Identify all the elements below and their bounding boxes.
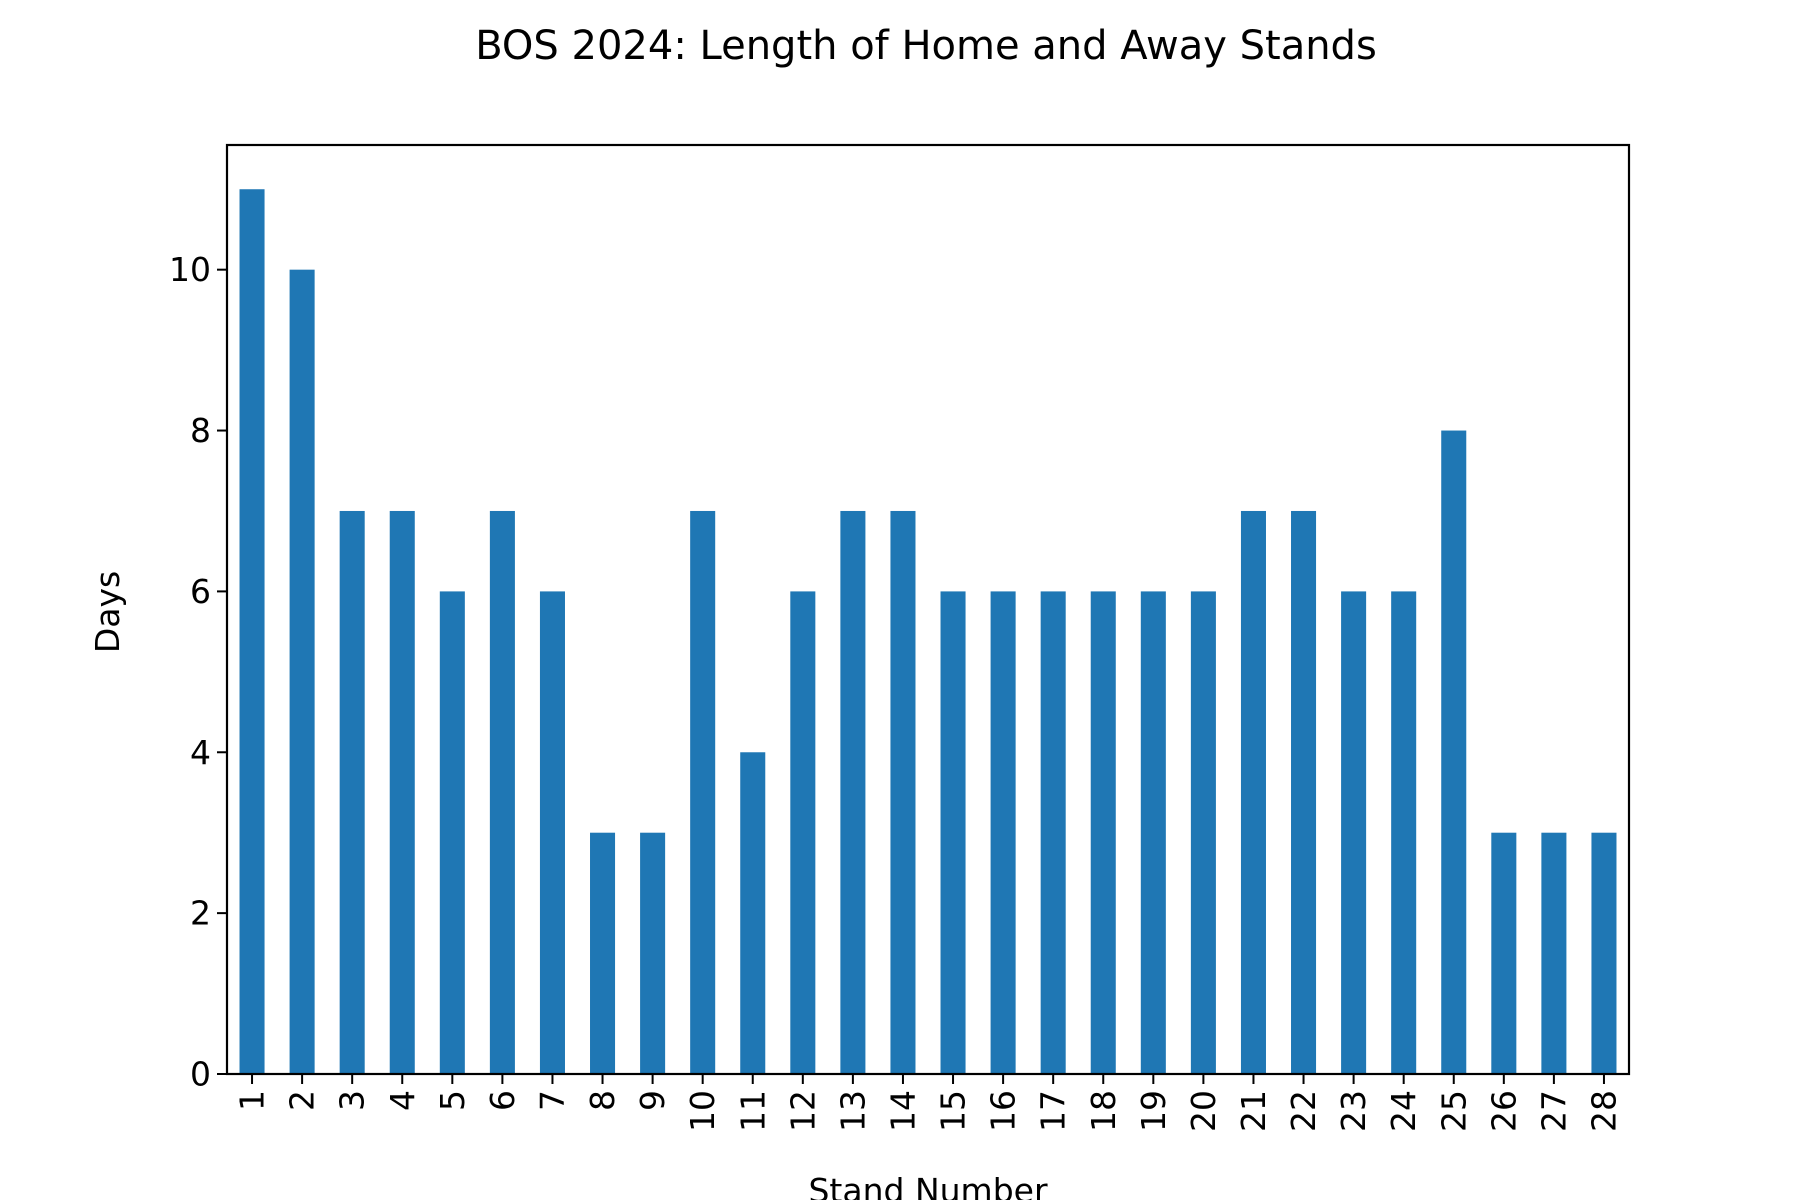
x-axis-label: Stand Number — [808, 1171, 1047, 1200]
x-tick-label: 27 — [1534, 1090, 1573, 1132]
bar-stand-28 — [1591, 832, 1617, 1074]
x-tick-label: 7 — [533, 1090, 572, 1111]
y-tick-label: 6 — [190, 572, 211, 611]
x-tick-label: 17 — [1034, 1090, 1073, 1132]
bar-stand-18 — [1090, 591, 1116, 1074]
bars-group — [239, 189, 1617, 1074]
x-tick-label: 22 — [1284, 1090, 1323, 1132]
x-tick-label: 26 — [1484, 1090, 1523, 1132]
bar-stand-9 — [640, 832, 666, 1074]
bar-stand-12 — [790, 591, 816, 1074]
bar-stand-13 — [840, 510, 866, 1074]
x-tick-label: 10 — [683, 1090, 722, 1132]
x-tick-label: 1 — [233, 1090, 272, 1111]
bar-stand-23 — [1341, 591, 1367, 1074]
bar-stand-7 — [539, 591, 565, 1074]
bar-stand-22 — [1291, 510, 1317, 1074]
x-tick-label: 23 — [1334, 1090, 1373, 1132]
x-axis: 1 2 3 4 5 6 7 8 9 10 11 12 13 14 15 16 17 18 19 20 21 22 23 24 2… — [233, 1074, 1623, 1132]
x-tick-label: 11 — [733, 1090, 772, 1132]
chart-title: BOS 2024: Length of Home and Away Stands — [475, 23, 1377, 69]
x-tick-label: 28 — [1584, 1090, 1623, 1132]
y-tick-label: 4 — [190, 733, 211, 772]
y-tick-label: 0 — [190, 1055, 211, 1094]
x-tick-label: 2 — [283, 1090, 322, 1111]
bar-stand-26 — [1491, 832, 1517, 1074]
x-tick-label: 5 — [433, 1090, 472, 1111]
bar-stand-25 — [1441, 430, 1467, 1074]
bar-stand-21 — [1240, 510, 1266, 1074]
bar-stand-1 — [239, 189, 265, 1074]
bar-stand-27 — [1541, 832, 1567, 1074]
y-tick-label: 2 — [190, 894, 211, 933]
bar-stand-2 — [289, 269, 315, 1074]
x-tick-label: 24 — [1384, 1090, 1423, 1132]
y-axis: 0 2 4 6 8 10 — [169, 250, 227, 1094]
bar-stand-19 — [1140, 591, 1166, 1074]
bar-stand-8 — [590, 832, 616, 1074]
bar-stand-15 — [940, 591, 966, 1074]
x-tick-label: 25 — [1434, 1090, 1473, 1132]
bar-stand-6 — [489, 510, 515, 1074]
bar-stand-4 — [389, 510, 415, 1074]
plot-frame — [225, 143, 1631, 1076]
x-tick-label: 4 — [383, 1090, 422, 1111]
x-tick-label: 13 — [833, 1090, 872, 1132]
bar-stand-10 — [690, 510, 716, 1074]
bar-stand-16 — [990, 591, 1016, 1074]
x-tick-label: 21 — [1234, 1090, 1273, 1132]
x-tick-label: 14 — [883, 1090, 922, 1132]
bar-stand-20 — [1190, 591, 1216, 1074]
bar-stand-5 — [439, 591, 465, 1074]
bar-stand-14 — [890, 510, 916, 1074]
x-tick-label: 3 — [333, 1090, 372, 1111]
x-tick-label: 12 — [783, 1090, 822, 1132]
x-tick-label: 9 — [633, 1090, 672, 1111]
y-axis-label: Days — [88, 571, 127, 653]
y-tick-label: 8 — [190, 411, 211, 450]
x-tick-label: 6 — [483, 1090, 522, 1111]
bar-stand-3 — [339, 510, 365, 1074]
x-tick-label: 18 — [1084, 1090, 1123, 1132]
x-tick-label: 19 — [1134, 1090, 1173, 1132]
bar-stand-11 — [740, 752, 766, 1074]
x-tick-label: 15 — [934, 1090, 973, 1132]
y-tick-label: 10 — [169, 250, 211, 289]
bar-stand-24 — [1391, 591, 1417, 1074]
bar-stand-17 — [1040, 591, 1066, 1074]
x-tick-label: 20 — [1184, 1090, 1223, 1132]
x-tick-label: 16 — [984, 1090, 1023, 1132]
x-tick-label: 8 — [583, 1090, 622, 1111]
